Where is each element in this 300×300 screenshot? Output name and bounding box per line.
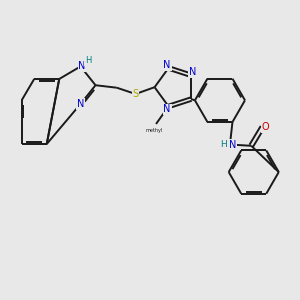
Text: N: N [164,104,171,114]
Text: N: N [77,99,84,109]
Text: H: H [85,56,91,65]
Text: N: N [189,68,196,77]
Text: N: N [78,61,86,71]
Text: O: O [262,122,269,132]
Text: N: N [164,60,171,70]
Text: N: N [229,140,236,149]
Text: H: H [220,140,227,149]
Text: methyl: methyl [146,128,163,134]
Text: S: S [133,89,139,99]
